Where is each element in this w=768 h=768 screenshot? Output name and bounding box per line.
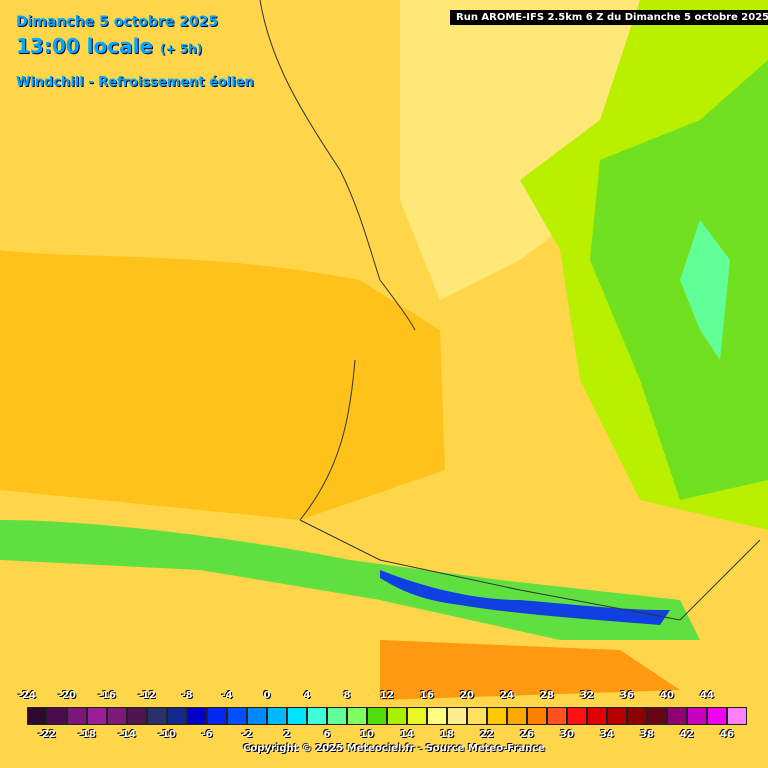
legend-label: 34 bbox=[600, 729, 614, 740]
legend-label: 30 bbox=[560, 729, 574, 740]
legend-swatch bbox=[707, 707, 727, 725]
legend-swatch bbox=[727, 707, 747, 725]
cold-area bbox=[680, 220, 730, 360]
legend-label: -16 bbox=[97, 690, 117, 701]
pyrenees-cold bbox=[380, 570, 670, 625]
legend-label: 18 bbox=[440, 729, 454, 740]
legend-swatch bbox=[267, 707, 287, 725]
legend-swatch bbox=[627, 707, 647, 725]
legend: -24 -22 -20 -18 -16 -14 -12 -10 -8 -6 -4 -2 0 2 4 6 8 10 1… bbox=[0, 686, 768, 768]
legend-swatch bbox=[127, 707, 147, 725]
legend-label: -24 bbox=[17, 690, 37, 701]
legend-label: 42 bbox=[680, 729, 694, 740]
legend-swatch bbox=[147, 707, 167, 725]
legend-label: 44 bbox=[700, 690, 714, 701]
legend-label: 20 bbox=[460, 690, 474, 701]
legend-swatch bbox=[527, 707, 547, 725]
offset: (+ 5h) bbox=[160, 42, 203, 56]
cooler-area bbox=[590, 60, 768, 500]
legend-swatch bbox=[347, 707, 367, 725]
legend-label: 28 bbox=[540, 690, 554, 701]
legend-swatch bbox=[47, 707, 67, 725]
legend-swatch bbox=[227, 707, 247, 725]
run-info: Run AROME-IFS 2.5km 6 Z du Dimanche 5 oc… bbox=[450, 10, 768, 25]
legend-swatch bbox=[207, 707, 227, 725]
legend-label: -6 bbox=[201, 729, 213, 740]
legend-swatch bbox=[327, 707, 347, 725]
legend-swatch bbox=[547, 707, 567, 725]
legend-label: 32 bbox=[580, 690, 594, 701]
legend-label: -18 bbox=[77, 729, 97, 740]
legend-swatch bbox=[187, 707, 207, 725]
legend-swatch bbox=[247, 707, 267, 725]
legend-swatch bbox=[487, 707, 507, 725]
legend-swatch bbox=[587, 707, 607, 725]
legend-swatch bbox=[567, 707, 587, 725]
legend-label: 0 bbox=[263, 690, 271, 701]
legend-swatch bbox=[427, 707, 447, 725]
legend-swatch bbox=[27, 707, 47, 725]
parameter: Windchill - Refroissement éolien bbox=[16, 75, 254, 90]
legend-swatch bbox=[447, 707, 467, 725]
legend-label: 38 bbox=[640, 729, 654, 740]
legend-label: -14 bbox=[117, 729, 137, 740]
legend-label: 4 bbox=[303, 690, 311, 701]
legend-swatch bbox=[467, 707, 487, 725]
legend-swatch bbox=[367, 707, 387, 725]
legend-label: 10 bbox=[360, 729, 374, 740]
legend-label: 12 bbox=[380, 690, 394, 701]
coastline bbox=[259, 0, 416, 521]
legend-label: 16 bbox=[420, 690, 434, 701]
legend-label: 2 bbox=[283, 729, 291, 740]
legend-label: 22 bbox=[480, 729, 494, 740]
legend-swatch bbox=[407, 707, 427, 725]
copyright: Copyright © 2025 Meteociel.fr - Source M… bbox=[243, 743, 545, 754]
legend-swatch bbox=[67, 707, 87, 725]
legend-swatch bbox=[307, 707, 327, 725]
legend-swatch bbox=[387, 707, 407, 725]
legend-label: -12 bbox=[137, 690, 157, 701]
date: Dimanche 5 octobre 2025 bbox=[16, 14, 219, 30]
legend-label: -20 bbox=[57, 690, 77, 701]
legend-label: -2 bbox=[241, 729, 253, 740]
legend-label: 24 bbox=[500, 690, 514, 701]
legend-label: -22 bbox=[37, 729, 57, 740]
legend-label: -10 bbox=[157, 729, 177, 740]
legend-label: 14 bbox=[400, 729, 414, 740]
legend-swatch bbox=[687, 707, 707, 725]
legend-swatch bbox=[87, 707, 107, 725]
legend-swatch bbox=[607, 707, 627, 725]
legend-label: 8 bbox=[343, 690, 351, 701]
legend-swatch bbox=[647, 707, 667, 725]
legend-swatch bbox=[667, 707, 687, 725]
mild-area bbox=[400, 0, 640, 300]
legend-label: 36 bbox=[620, 690, 634, 701]
time: 13:00 locale bbox=[16, 34, 153, 58]
legend-swatch bbox=[107, 707, 127, 725]
warm-area bbox=[0, 250, 445, 520]
legend-swatch bbox=[287, 707, 307, 725]
legend-label: -8 bbox=[181, 690, 193, 701]
hot-area bbox=[380, 640, 680, 700]
legend-swatch bbox=[167, 707, 187, 725]
legend-label: 46 bbox=[720, 729, 734, 740]
border bbox=[299, 519, 761, 621]
legend-swatch bbox=[507, 707, 527, 725]
legend-label: -4 bbox=[221, 690, 233, 701]
legend-label: 26 bbox=[520, 729, 534, 740]
legend-label: 6 bbox=[323, 729, 331, 740]
legend-label: 40 bbox=[660, 690, 674, 701]
